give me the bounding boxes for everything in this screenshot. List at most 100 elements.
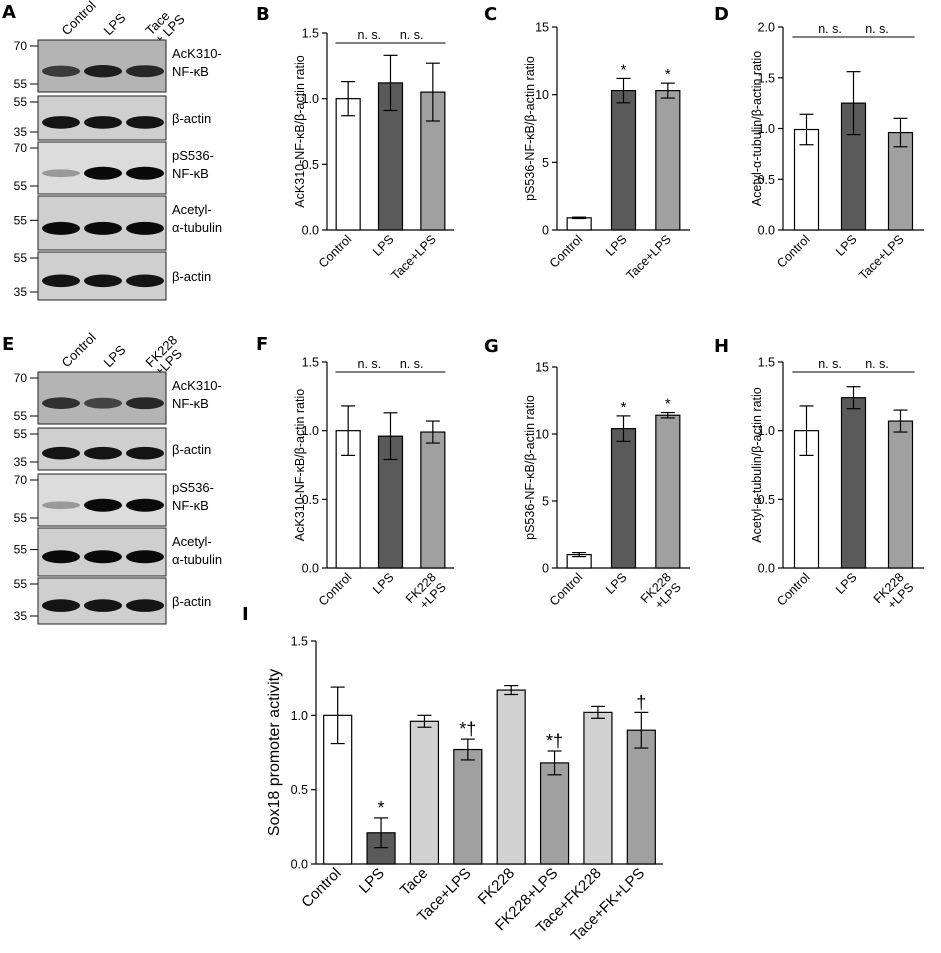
mw-marker-label: 35 bbox=[14, 455, 28, 469]
y-tick-label: 2.0 bbox=[758, 21, 775, 35]
x-tick-label: LPS bbox=[603, 570, 630, 597]
blot-band bbox=[84, 498, 122, 512]
blot-target-label: β-actin bbox=[172, 111, 211, 126]
y-axis-label: Sox18 promoter activity bbox=[266, 669, 283, 836]
bar bbox=[566, 217, 592, 231]
mw-marker-label: 70 bbox=[14, 39, 28, 53]
panel-label-f: F bbox=[256, 334, 268, 355]
y-tick-label: 0.5 bbox=[758, 493, 775, 507]
mw-marker-label: 55 bbox=[14, 427, 28, 441]
lane-label: Control bbox=[59, 0, 99, 38]
y-tick-label: 1.5 bbox=[302, 356, 319, 370]
blot-target-label: β-actin bbox=[172, 442, 211, 457]
blot-band bbox=[84, 221, 122, 235]
y-tick-label: 0.0 bbox=[291, 858, 308, 872]
ns-label: n. s. bbox=[865, 357, 889, 371]
x-tick-label: LPS bbox=[370, 570, 397, 597]
bar-chart-g: 0 5 10 15 pS536-NF-κB/β-actin ratio Control * L… bbox=[523, 361, 690, 616]
lane-label: Control bbox=[59, 330, 99, 370]
blot-band bbox=[84, 166, 122, 180]
mw-marker-label: 35 bbox=[14, 285, 28, 299]
panel-label-e: E bbox=[2, 334, 14, 355]
y-tick-label: 0.5 bbox=[758, 173, 775, 187]
y-tick-label: 1.5 bbox=[758, 356, 775, 370]
x-tick-label: Tace+LPS bbox=[624, 232, 674, 282]
blot-target-label: AcK310-NF-κB bbox=[172, 46, 222, 79]
bar bbox=[655, 414, 681, 569]
y-axis-label: Acetyl-α-tubulin/β-actin ratio bbox=[750, 387, 764, 542]
mw-marker-label: 35 bbox=[14, 125, 28, 139]
ns-label: n. s. bbox=[818, 357, 842, 371]
lane-label: LPS bbox=[101, 10, 129, 38]
y-tick-label: 0 bbox=[542, 224, 549, 238]
y-tick-label: 15 bbox=[535, 21, 549, 35]
panel-label-a: A bbox=[2, 2, 16, 23]
blot-band bbox=[84, 446, 122, 460]
bar-chart-b: 0.0 0.5 1.0 1.5 AcK310-NF-κB/β-actin ratio Co… bbox=[293, 27, 454, 283]
blot-target-label: Acetyl-α-tubulin bbox=[172, 534, 222, 567]
blot-target-label: pS536-NF-κB bbox=[172, 148, 214, 181]
bar-chart-f: 0.0 0.5 1.0 1.5 AcK310-NF-κB/β-actin ratio Co… bbox=[293, 356, 454, 612]
panel-label-i: I bbox=[242, 604, 249, 625]
y-tick-label: 1.0 bbox=[758, 424, 775, 438]
lane-label: LPS bbox=[101, 342, 129, 370]
y-tick-label: 1.5 bbox=[291, 635, 308, 649]
y-tick-label: 0.5 bbox=[302, 158, 319, 172]
mw-marker-label: 55 bbox=[14, 95, 28, 109]
bar bbox=[539, 762, 570, 865]
blot-band bbox=[126, 599, 164, 612]
mw-marker-label: 70 bbox=[14, 141, 28, 155]
panel-label-h: H bbox=[714, 336, 729, 357]
blot-target-label: β-actin bbox=[172, 269, 211, 284]
x-tick-label: LPS bbox=[833, 570, 860, 597]
blot-band bbox=[42, 550, 80, 564]
y-tick-label: 0.0 bbox=[302, 562, 319, 576]
blot-band bbox=[42, 446, 80, 460]
blot-target-label: AcK310-NF-κB bbox=[172, 378, 222, 411]
blot-target-label: β-actin bbox=[172, 594, 211, 609]
ns-label: n. s. bbox=[358, 357, 382, 371]
x-tick-label: Control bbox=[316, 232, 354, 270]
mw-marker-label: 70 bbox=[14, 473, 28, 487]
significance-mark: *† bbox=[546, 731, 563, 751]
mw-marker-label: 55 bbox=[14, 577, 28, 591]
mw-marker-label: 55 bbox=[14, 409, 28, 423]
blot-band bbox=[126, 166, 164, 180]
bar bbox=[626, 729, 656, 865]
blot-band bbox=[42, 397, 80, 410]
x-tick-label: LPS bbox=[356, 865, 388, 897]
x-tick-label: Control bbox=[547, 570, 585, 608]
blot-target-label: Acetyl-α-tubulin bbox=[172, 202, 222, 235]
blot-band bbox=[84, 274, 122, 288]
x-tick-label: LPS bbox=[603, 232, 630, 259]
mw-marker-label: 55 bbox=[14, 179, 28, 193]
y-tick-label: 1.5 bbox=[758, 71, 775, 85]
blot-band bbox=[126, 550, 164, 564]
y-axis-label: pS536-NF-κB/β-actin ratio bbox=[523, 56, 537, 201]
significance-mark: * bbox=[378, 798, 385, 818]
x-tick-label: FK228+LPS bbox=[638, 570, 684, 616]
significance-mark: * bbox=[621, 399, 627, 416]
blot-band bbox=[42, 274, 80, 288]
y-axis-label: AcK310-NF-κB/β-actin ratio bbox=[293, 55, 307, 207]
mw-marker-label: 55 bbox=[14, 77, 28, 91]
blot-band bbox=[126, 446, 164, 460]
bar bbox=[887, 420, 914, 569]
x-tick-label: FK228+LPS bbox=[871, 570, 917, 616]
ns-label: n. s. bbox=[358, 28, 382, 42]
blot-target-label: pS536-NF-κB bbox=[172, 480, 214, 513]
mw-marker-label: 35 bbox=[14, 609, 28, 623]
x-tick-label: Control bbox=[316, 570, 354, 608]
bar bbox=[335, 98, 361, 231]
x-tick-label: LPS bbox=[370, 232, 397, 259]
mw-marker-label: 55 bbox=[14, 251, 28, 265]
bar bbox=[793, 128, 820, 231]
blot-band bbox=[126, 221, 164, 235]
y-axis-label: AcK310-NF-κB/β-actin ratio bbox=[293, 389, 307, 541]
bar-chart-c: 0 5 10 15 pS536-NF-κB/β-actin ratio Control * L… bbox=[523, 21, 690, 283]
panel-label-g: G bbox=[484, 336, 499, 357]
y-axis-label: Acetyl-α-tubulin/β-actin ratio bbox=[750, 51, 764, 206]
bar bbox=[610, 428, 637, 569]
blot-band bbox=[84, 116, 122, 129]
mw-marker-label: 55 bbox=[14, 511, 28, 525]
